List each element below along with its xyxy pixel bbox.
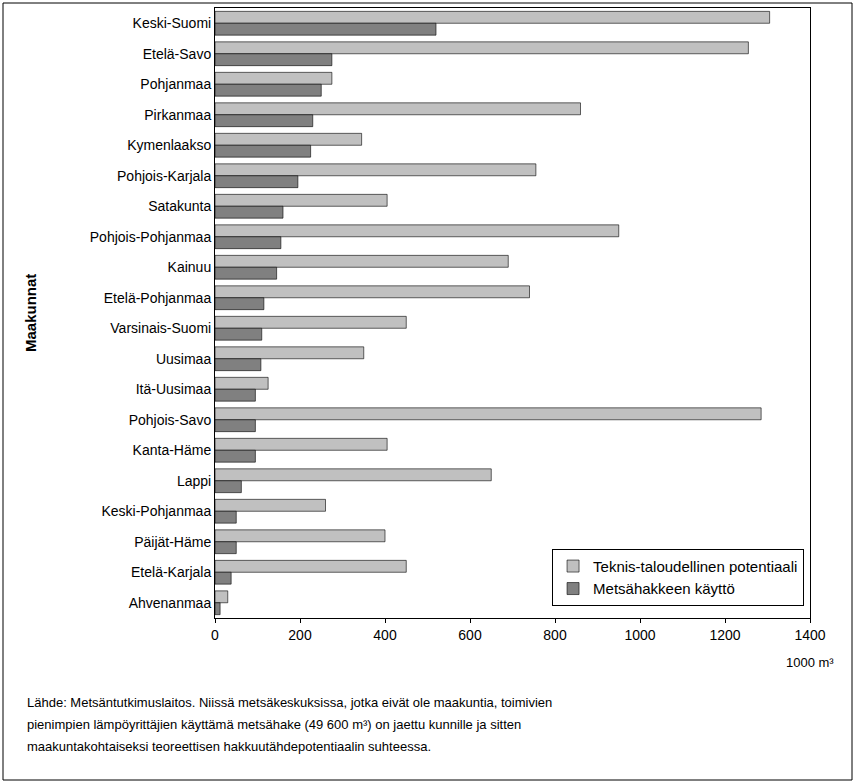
svg-text:maakuntakohtaiseksi teoreettis: maakuntakohtaiseksi teoreettisen hakkuut… xyxy=(27,739,431,754)
svg-text:600: 600 xyxy=(458,627,482,643)
svg-text:Pohjois-Karjala: Pohjois-Karjala xyxy=(117,168,211,184)
svg-text:Metsähakkeen käyttö: Metsähakkeen käyttö xyxy=(593,580,735,597)
svg-text:Itä-Uusimaa: Itä-Uusimaa xyxy=(136,381,212,397)
svg-text:Ahvenanmaa: Ahvenanmaa xyxy=(129,595,212,611)
svg-text:Uusimaa: Uusimaa xyxy=(156,351,211,367)
svg-text:Etelä-Karjala: Etelä-Karjala xyxy=(131,564,211,580)
svg-text:Pohjois-Pohjanmaa: Pohjois-Pohjanmaa xyxy=(90,229,212,245)
svg-text:Päijät-Häme: Päijät-Häme xyxy=(134,534,211,550)
svg-text:pienimpien lämpöyrittäjien käy: pienimpien lämpöyrittäjien käyttämä mets… xyxy=(27,717,521,732)
svg-text:Kymenlaakso: Kymenlaakso xyxy=(127,137,211,153)
svg-text:Keski-Suomi: Keski-Suomi xyxy=(133,15,212,31)
svg-text:Varsinais-Suomi: Varsinais-Suomi xyxy=(110,320,211,336)
svg-text:0: 0 xyxy=(211,627,219,643)
svg-text:Etelä-Savo: Etelä-Savo xyxy=(143,46,212,62)
svg-text:Keski-Pohjanmaa: Keski-Pohjanmaa xyxy=(101,503,211,519)
svg-text:Teknis-taloudellinen potentiaa: Teknis-taloudellinen potentiaali xyxy=(593,558,797,575)
svg-text:Pohjanmaa: Pohjanmaa xyxy=(140,76,211,92)
svg-text:Lappi: Lappi xyxy=(177,473,211,489)
svg-text:1000: 1000 xyxy=(624,627,655,643)
svg-text:Kainuu: Kainuu xyxy=(168,259,212,275)
svg-text:1200: 1200 xyxy=(709,627,740,643)
svg-text:Lähde: Metsäntutkimuslaitos. N: Lähde: Metsäntutkimuslaitos. Niissä mets… xyxy=(27,695,552,710)
svg-text:1000 m³: 1000 m³ xyxy=(786,655,834,670)
svg-text:Pirkanmaa: Pirkanmaa xyxy=(144,107,211,123)
svg-text:200: 200 xyxy=(288,627,312,643)
svg-text:400: 400 xyxy=(373,627,397,643)
svg-text:800: 800 xyxy=(543,627,567,643)
svg-text:Satakunta: Satakunta xyxy=(148,198,211,214)
svg-text:1400: 1400 xyxy=(794,627,825,643)
svg-text:Etelä-Pohjanmaa: Etelä-Pohjanmaa xyxy=(104,290,212,306)
svg-text:Kanta-Häme: Kanta-Häme xyxy=(133,442,212,458)
svg-text:Maakunnat: Maakunnat xyxy=(22,274,39,352)
svg-text:Pohjois-Savo: Pohjois-Savo xyxy=(129,412,212,428)
